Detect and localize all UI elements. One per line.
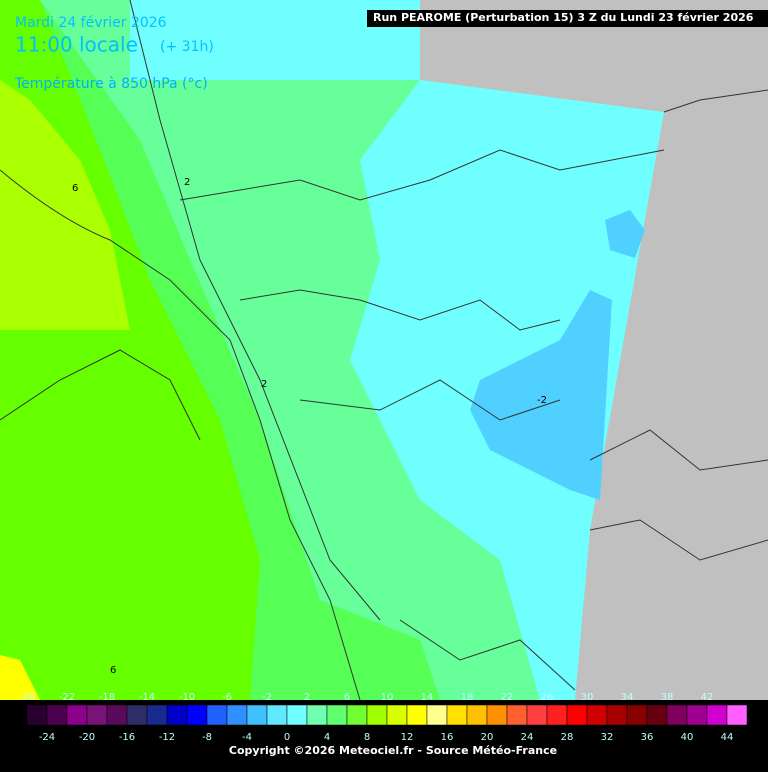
legend-label: 24 bbox=[521, 732, 534, 743]
legend-swatch bbox=[626, 704, 648, 726]
legend-swatch bbox=[666, 704, 688, 726]
legend-label: -26 bbox=[19, 692, 35, 703]
legend-swatch bbox=[326, 704, 348, 726]
cold-patch bbox=[470, 290, 612, 500]
legend-swatch bbox=[526, 704, 548, 726]
legend-label: -12 bbox=[159, 732, 175, 743]
legend-swatch bbox=[586, 704, 608, 726]
run-box bbox=[367, 10, 768, 27]
legend-swatch bbox=[706, 704, 728, 726]
legend-label: 2 bbox=[304, 692, 310, 703]
contour-label: 2 bbox=[261, 379, 267, 390]
legend-label: -24 bbox=[39, 732, 55, 743]
lead: (+ 31h) bbox=[160, 39, 214, 55]
contour-label: 6 bbox=[72, 183, 78, 194]
legend-swatch bbox=[646, 704, 668, 726]
legend-swatch bbox=[106, 704, 128, 726]
legend-swatch bbox=[246, 704, 268, 726]
legend-label: -6 bbox=[222, 692, 232, 703]
legend-label: 4 bbox=[324, 732, 330, 743]
legend-swatch bbox=[466, 704, 488, 726]
legend-swatch bbox=[506, 704, 528, 726]
legend-label: -20 bbox=[79, 732, 95, 743]
run-info: Run PEAROME (Perturbation 15) 3 Z du Lun… bbox=[373, 11, 754, 24]
legend-swatch bbox=[306, 704, 328, 726]
legend-label: 0 bbox=[284, 732, 290, 743]
legend-label: -22 bbox=[59, 692, 75, 703]
borders bbox=[0, 0, 768, 701]
time: 11:00 locale bbox=[15, 33, 138, 57]
legend-label: 34 bbox=[621, 692, 634, 703]
legend: -26 -22 -18 -14 -10 -6 -2 2 6 10 14 18 22 26 30 34 38 42-… bbox=[19, 692, 748, 743]
contour-label: -2 bbox=[537, 395, 547, 406]
legend-swatch bbox=[426, 704, 448, 726]
band-yellow bbox=[0, 655, 40, 700]
legend-label: 12 bbox=[401, 732, 414, 743]
legend-label: 28 bbox=[561, 732, 574, 743]
legend-label: -8 bbox=[202, 732, 212, 743]
parameter: Température à 850 hPa (°c) bbox=[14, 76, 208, 92]
legend-label: -18 bbox=[99, 692, 115, 703]
legend-label: 36 bbox=[641, 732, 654, 743]
legend-swatch bbox=[606, 704, 628, 726]
legend-swatch bbox=[406, 704, 428, 726]
legend-swatch bbox=[206, 704, 228, 726]
legend-label: -10 bbox=[179, 692, 195, 703]
legend-swatch bbox=[726, 704, 748, 726]
legend-swatch bbox=[26, 704, 48, 726]
legend-swatch bbox=[166, 704, 188, 726]
legend-label: 38 bbox=[661, 692, 674, 703]
legend-swatch bbox=[46, 704, 68, 726]
legend-label: 32 bbox=[601, 732, 614, 743]
copyright: Copyright ©2026 Meteociel.fr - Source Mé… bbox=[229, 744, 557, 757]
legend-label: 20 bbox=[481, 732, 494, 743]
legend-swatch bbox=[266, 704, 288, 726]
legend-label: -2 bbox=[262, 692, 272, 703]
legend-swatch bbox=[566, 704, 588, 726]
legend-label: 10 bbox=[381, 692, 394, 703]
legend-label: 16 bbox=[441, 732, 454, 743]
contour-label: 2 bbox=[184, 177, 190, 188]
legend-label: -16 bbox=[119, 732, 135, 743]
band-yellow-green bbox=[0, 80, 130, 330]
legend-label: 8 bbox=[364, 732, 370, 743]
legend-label: 30 bbox=[581, 692, 594, 703]
legend-label: 14 bbox=[421, 692, 434, 703]
cold-patch bbox=[605, 210, 645, 258]
legend-label: 22 bbox=[501, 692, 514, 703]
legend-label: 40 bbox=[681, 732, 694, 743]
legend-label: 44 bbox=[721, 732, 734, 743]
legend-swatch bbox=[446, 704, 468, 726]
legend-label: 6 bbox=[344, 692, 350, 703]
legend-label: -14 bbox=[139, 692, 155, 703]
legend-swatch bbox=[366, 704, 388, 726]
legend-swatch bbox=[286, 704, 308, 726]
legend-label: -4 bbox=[242, 732, 252, 743]
date: Mardi 24 février 2026 bbox=[15, 15, 167, 31]
legend-swatch bbox=[126, 704, 148, 726]
legend-swatch bbox=[86, 704, 108, 726]
legend-label: 18 bbox=[461, 692, 474, 703]
legend-label: 26 bbox=[541, 692, 554, 703]
legend-swatch bbox=[686, 704, 708, 726]
legend-swatch bbox=[66, 704, 88, 726]
contour-label: 6 bbox=[110, 665, 116, 676]
legend-swatch bbox=[346, 704, 368, 726]
legend-swatch bbox=[386, 704, 408, 726]
legend-swatch bbox=[546, 704, 568, 726]
legend-swatch bbox=[226, 704, 248, 726]
legend-swatch bbox=[146, 704, 168, 726]
legend-swatch bbox=[186, 704, 208, 726]
legend-label: 42 bbox=[701, 692, 714, 703]
legend-swatch bbox=[486, 704, 508, 726]
